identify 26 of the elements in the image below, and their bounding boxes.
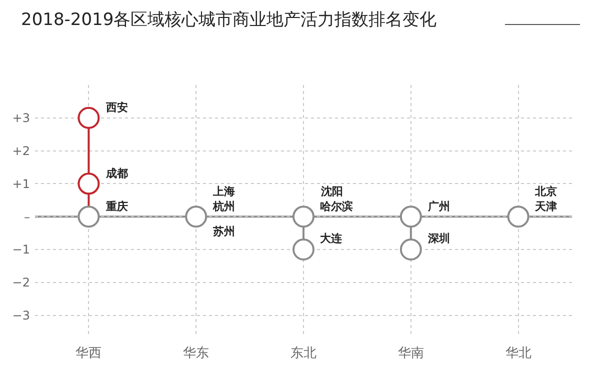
annotation: 北京 xyxy=(534,185,557,198)
annotation: 西安 xyxy=(105,101,128,114)
annotation: 广州 xyxy=(427,200,450,213)
y-tick-label: +2 xyxy=(12,144,30,158)
x-tick-label: 东北 xyxy=(290,346,316,361)
chart-title: 2018-2019各区域核心城市商业地产活力指数排名变化 xyxy=(21,10,437,30)
annotation: 重庆 xyxy=(105,200,128,213)
annotation: 天津 xyxy=(534,200,557,213)
annotation: 杭州 xyxy=(212,200,235,213)
annotation: 成都 xyxy=(105,167,128,180)
y-tick-label: −3 xyxy=(12,308,30,322)
y-tick-label: +1 xyxy=(12,176,30,191)
y-tick-label: −1 xyxy=(12,242,30,257)
annotation: 深圳 xyxy=(427,232,450,245)
annotation: 上海 xyxy=(212,185,235,198)
annotation: 大连 xyxy=(320,232,343,245)
y-tick-label: −2 xyxy=(12,276,30,290)
annotation: 哈尔滨 xyxy=(320,200,353,213)
y-tick-label: – xyxy=(24,210,30,224)
x-tick-label: 华南 xyxy=(398,346,424,361)
y-tick-label: +3 xyxy=(12,111,30,126)
x-tick-label: 华东 xyxy=(183,346,210,361)
x-tick-label: 华西 xyxy=(76,346,102,361)
x-tick-label: 华北 xyxy=(505,346,532,361)
annotation: 苏州 xyxy=(212,225,235,238)
annotation: 沈阳 xyxy=(320,185,343,198)
